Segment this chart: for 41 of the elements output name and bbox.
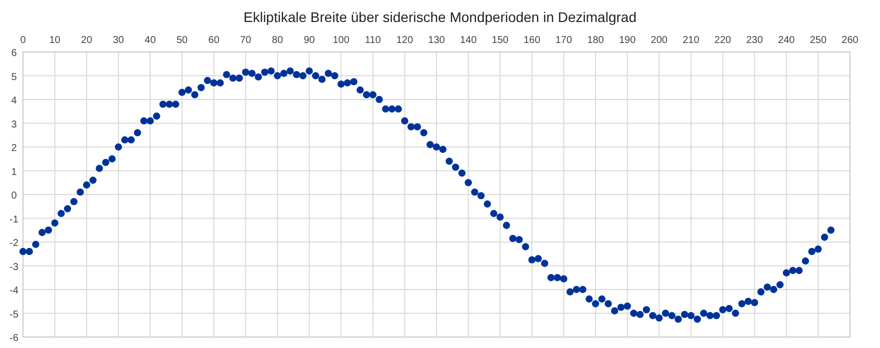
y-tick-label: 3 [11,119,18,130]
x-tick-label: 130 [428,35,446,46]
x-tick-label: 90 [304,35,316,46]
x-tick-label: 140 [460,35,478,46]
x-tick-label: 20 [81,35,93,46]
x-tick-label: 50 [176,35,188,46]
y-tick-label: -1 [10,214,19,226]
x-tick-label: 0 [20,35,26,46]
y-tick-label: -6 [10,333,19,344]
x-tick-label: 110 [364,35,382,46]
y-tick-label: 1 [11,166,18,178]
x-tick-label: 220 [714,35,732,46]
y-tick-label: -3 [10,262,19,273]
y-tick-label: -4 [10,286,19,296]
x-tick-label: 240 [778,35,796,46]
y-tick-label: 2 [11,143,18,154]
y-tick-label: -2 [10,238,19,249]
x-tick-label: 30 [112,35,124,46]
y-tick-label: 6 [11,48,18,59]
x-tick-label: 200 [650,35,668,46]
x-tick-label: 160 [524,35,541,46]
y-tick-label: 0 [11,190,18,202]
x-tick-label: 210 [682,35,700,46]
x-tick-label: 180 [587,35,604,46]
x-tick-label: 80 [272,35,284,46]
x-tick-label: 100 [332,35,350,46]
x-tick-label: 170 [555,35,573,46]
y-tick-label: 4 [11,96,18,106]
y-tick-label: -5 [10,309,19,320]
x-tick-label: 120 [396,35,414,46]
x-tick-label: 150 [492,35,509,46]
x-tick-label: 250 [810,35,827,46]
x-tick-label: 60 [208,35,220,46]
x-tick-label: 40 [144,35,156,46]
x-tick-label: 190 [619,35,636,46]
x-tick-label: 10 [49,35,61,46]
x-tick-label: 230 [746,35,764,46]
x-tick-label: 260 [842,35,859,46]
chart-title: Ekliptikale Breite über siderische Mondperioden in Dezimalgrad [244,9,636,25]
x-tick-label: 70 [240,35,252,46]
y-tick-label: 5 [11,72,18,83]
